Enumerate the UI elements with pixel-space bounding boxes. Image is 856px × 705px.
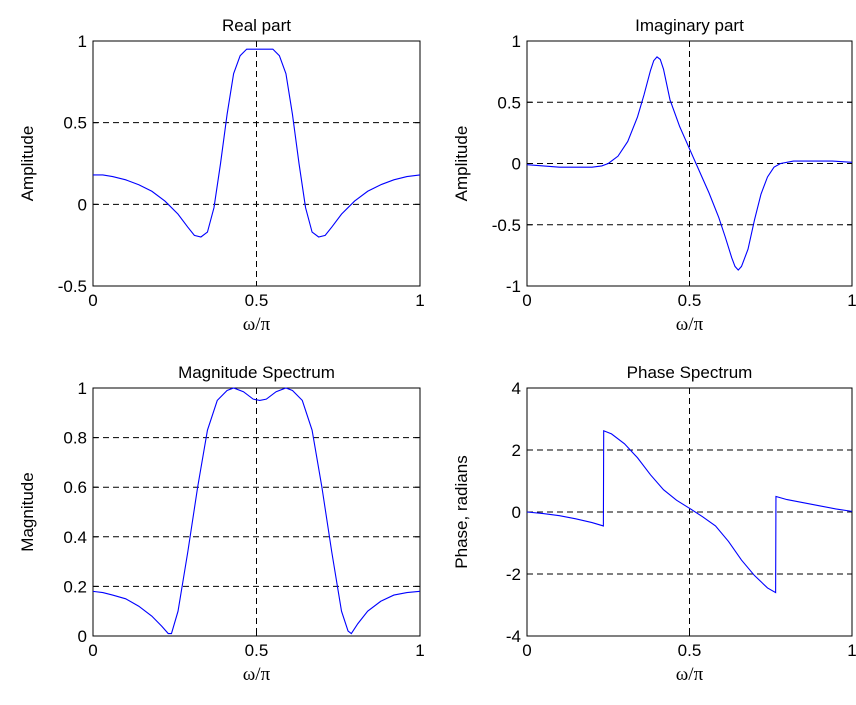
chart-1-y-axis-label: Amplitude (18, 126, 37, 202)
chart-1-x-tick-label: 0 (88, 291, 97, 310)
chart-2-title: Imaginary part (635, 16, 744, 35)
chart-2-y-tick-label: -0.5 (492, 216, 521, 235)
chart-4-y-tick-label: -2 (506, 565, 521, 584)
chart-3-x-tick-label: 0 (88, 641, 97, 660)
chart-2-x-tick-label: 0 (522, 291, 531, 310)
chart-3-title: Magnitude Spectrum (178, 363, 335, 382)
chart-1-y-tick-label: -0.5 (58, 277, 87, 296)
chart-1-x-tick-label: 0.5 (245, 291, 269, 310)
chart-3-y-tick-label: 0.4 (63, 528, 87, 547)
chart-2-x-axis-label: ω/π (676, 314, 704, 335)
chart-2-y-axis-label: Amplitude (452, 126, 471, 202)
chart-2-x-tick-label: 1 (847, 291, 856, 310)
chart-2-series-line (526, 56, 853, 271)
chart-1-title: Real part (222, 16, 291, 35)
chart-1-series-line (93, 48, 421, 238)
chart-4-title: Phase Spectrum (627, 363, 753, 382)
chart-4-y-tick-label: 2 (512, 441, 521, 460)
chart-3-x-axis-label: ω/π (243, 664, 271, 685)
chart-4-y-tick-label: 4 (512, 379, 521, 398)
chart-4-phase-spectrum: 0 0.5 1 -4 -2 0 2 4 Phase Spectrum ω/π Phase, radi… (452, 363, 856, 685)
chart-4-x-axis-label: ω/π (676, 664, 704, 685)
chart-4-series-line (526, 429, 853, 594)
chart-4-y-tick-label: -4 (506, 627, 521, 646)
chart-3-y-tick-label: 0.8 (63, 429, 87, 448)
chart-4-y-axis-label: Phase, radians (452, 455, 471, 568)
chart-4-x-tick-label: 1 (847, 641, 856, 660)
chart-1-y-tick-label: 1 (78, 32, 87, 51)
chart-3-x-tick-label: 1 (415, 641, 424, 660)
chart-4-x-tick-label: 0.5 (678, 641, 702, 660)
chart-3-y-tick-label: 0 (78, 627, 87, 646)
chart-3-y-tick-label: 0.6 (63, 478, 87, 497)
chart-2-y-tick-label: -1 (506, 277, 521, 296)
chart-2-x-tick-label: 0.5 (678, 291, 702, 310)
chart-3-y-axis-label: Magnitude (18, 472, 37, 551)
chart-4-y-tick-label: 0 (512, 503, 521, 522)
chart-3-magnitude-spectrum: 0 0.5 1 0 0.2 0.4 0.6 0.8 1 Magnitude Spectrum ω/π… (18, 363, 425, 685)
chart-4-x-tick-label: 0 (522, 641, 531, 660)
chart-3-series-line (92, 387, 421, 635)
chart-1-x-axis-label: ω/π (243, 314, 271, 335)
chart-3-x-tick-label: 0.5 (245, 641, 269, 660)
chart-3-y-tick-label: 1 (78, 379, 87, 398)
chart-1-x-tick-label: 1 (415, 291, 424, 310)
chart-3-y-tick-label: 0.2 (63, 577, 87, 596)
chart-2-imaginary-part: 0 0.5 1 -1 -0.5 0 0.5 1 Imaginary part ω/π Amplitu… (452, 16, 856, 335)
chart-2-y-tick-label: 0 (512, 155, 521, 174)
chart-2-y-tick-label: 1 (512, 32, 521, 51)
chart-1-y-tick-label: 0.5 (63, 114, 87, 133)
chart-1-y-tick-label: 0 (78, 195, 87, 214)
chart-2-y-tick-label: 0.5 (497, 93, 521, 112)
